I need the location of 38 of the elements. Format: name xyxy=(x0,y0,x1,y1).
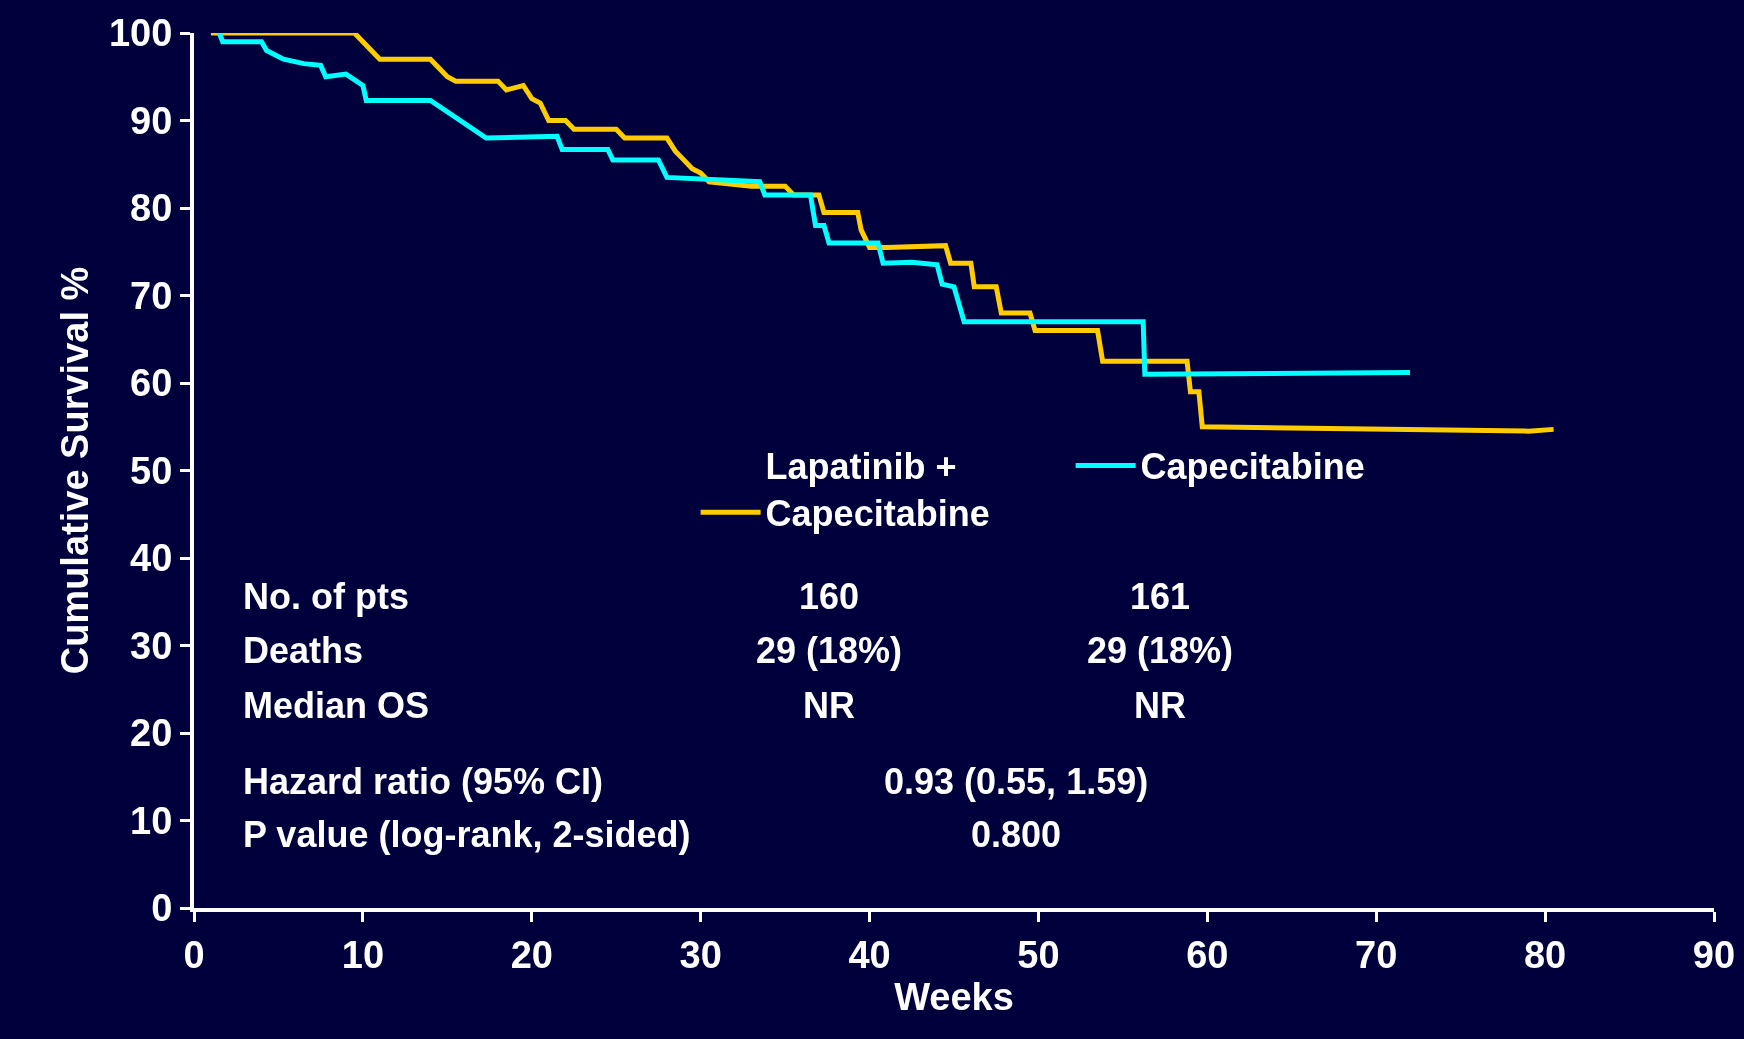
annotation: 160 xyxy=(799,576,860,617)
y-tick-label: 50 xyxy=(130,449,173,492)
annotation: P value (log-rank, 2-sided) xyxy=(243,814,691,855)
legend-label: Capecitabine xyxy=(1140,446,1365,488)
y-tick-label: 10 xyxy=(130,799,173,842)
y-tick-label: 30 xyxy=(130,624,173,667)
y-tick-label: 70 xyxy=(130,274,173,317)
y-tick-label: 80 xyxy=(130,187,173,230)
annotation: 29 (18%) xyxy=(756,630,903,671)
annotation: NR xyxy=(803,685,855,726)
y-tick-label: 20 xyxy=(130,712,173,755)
x-tick-label: 50 xyxy=(1017,933,1060,976)
legend-label: Lapatinib + Capecitabine xyxy=(765,446,990,535)
y-tick-label: 90 xyxy=(130,99,173,142)
annotation: Deaths xyxy=(243,630,364,671)
annotation: 0.93 (0.55, 1.59) xyxy=(884,761,1149,802)
y-tick-label: 100 xyxy=(108,12,173,55)
annotation: Median OS xyxy=(243,685,430,726)
x-tick-label: 70 xyxy=(1355,933,1398,976)
x-axis-title: Weeks xyxy=(894,976,1014,1019)
x-tick-label: 40 xyxy=(848,933,891,976)
y-tick-label: 0 xyxy=(151,887,173,930)
x-tick-label: 30 xyxy=(679,933,722,976)
annotation: No. of pts xyxy=(243,576,409,617)
x-tick-label: 20 xyxy=(510,933,553,976)
y-tick-label: 40 xyxy=(130,537,173,580)
x-tick-label: 10 xyxy=(341,933,385,976)
annotation: NR xyxy=(1134,685,1186,726)
annotation: 0.800 xyxy=(971,814,1062,855)
annotation: 29 (18%) xyxy=(1087,630,1234,671)
x-tick-label: 80 xyxy=(1523,933,1567,976)
x-tick-label: 0 xyxy=(183,933,205,976)
annotation: Hazard ratio (95% CI) xyxy=(243,761,604,802)
x-tick-label: 90 xyxy=(1692,933,1736,976)
x-tick-label: 60 xyxy=(1186,933,1229,976)
y-tick-label: 60 xyxy=(130,362,173,405)
annotation: 161 xyxy=(1130,576,1191,617)
y-axis-title: Cumulative Survival % xyxy=(53,266,96,675)
